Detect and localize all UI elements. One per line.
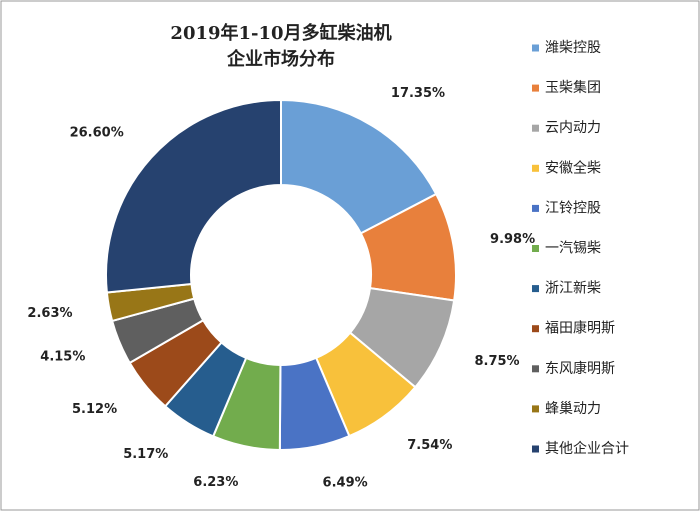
legend-label: 潍柴控股 [545, 40, 601, 56]
legend-label: 云内动力 [545, 120, 601, 136]
legend-swatch [532, 325, 539, 333]
data-label: 4.15% [40, 349, 85, 364]
legend-label: 福田康明斯 [545, 320, 615, 337]
legend-swatch [532, 285, 539, 293]
legend-label: 东风康明斯 [545, 360, 615, 377]
data-label: 7.54% [407, 438, 452, 453]
legend-swatch [532, 365, 539, 373]
data-label: 26.60% [70, 125, 124, 140]
legend-label: 安徽全柴 [545, 159, 601, 176]
data-label: 6.49% [323, 475, 368, 490]
legend-label: 江铃控股 [545, 200, 601, 216]
data-label: 9.98% [490, 232, 535, 247]
legend-swatch [532, 445, 539, 453]
legend-swatch [532, 44, 539, 52]
legend-swatch [532, 124, 539, 132]
legend-swatch [532, 245, 539, 252]
data-label: 6.23% [193, 475, 238, 490]
legend-label: 其他企业合计 [545, 440, 629, 457]
data-label: 8.75% [474, 354, 519, 369]
chart-title: 2019年1-10月多缸柴油机 [170, 22, 391, 44]
legend-label: 蜂巢动力 [545, 401, 601, 417]
data-label: 2.63% [27, 306, 72, 321]
legend-swatch [532, 84, 539, 92]
legend-label: 玉柴集团 [545, 79, 601, 96]
legend-label: 浙江新柴 [545, 281, 601, 297]
data-label: 5.12% [72, 402, 117, 417]
legend-swatch [532, 405, 539, 413]
legend-swatch [532, 164, 539, 172]
chart-title: 企业市场分布 [226, 48, 335, 70]
data-label: 17.35% [391, 86, 445, 101]
donut-slice [280, 98, 438, 235]
donut-slice [105, 98, 282, 294]
legend-swatch [532, 204, 539, 212]
legend-label: 一汽锡柴 [545, 241, 601, 257]
data-label: 5.17% [123, 447, 168, 462]
